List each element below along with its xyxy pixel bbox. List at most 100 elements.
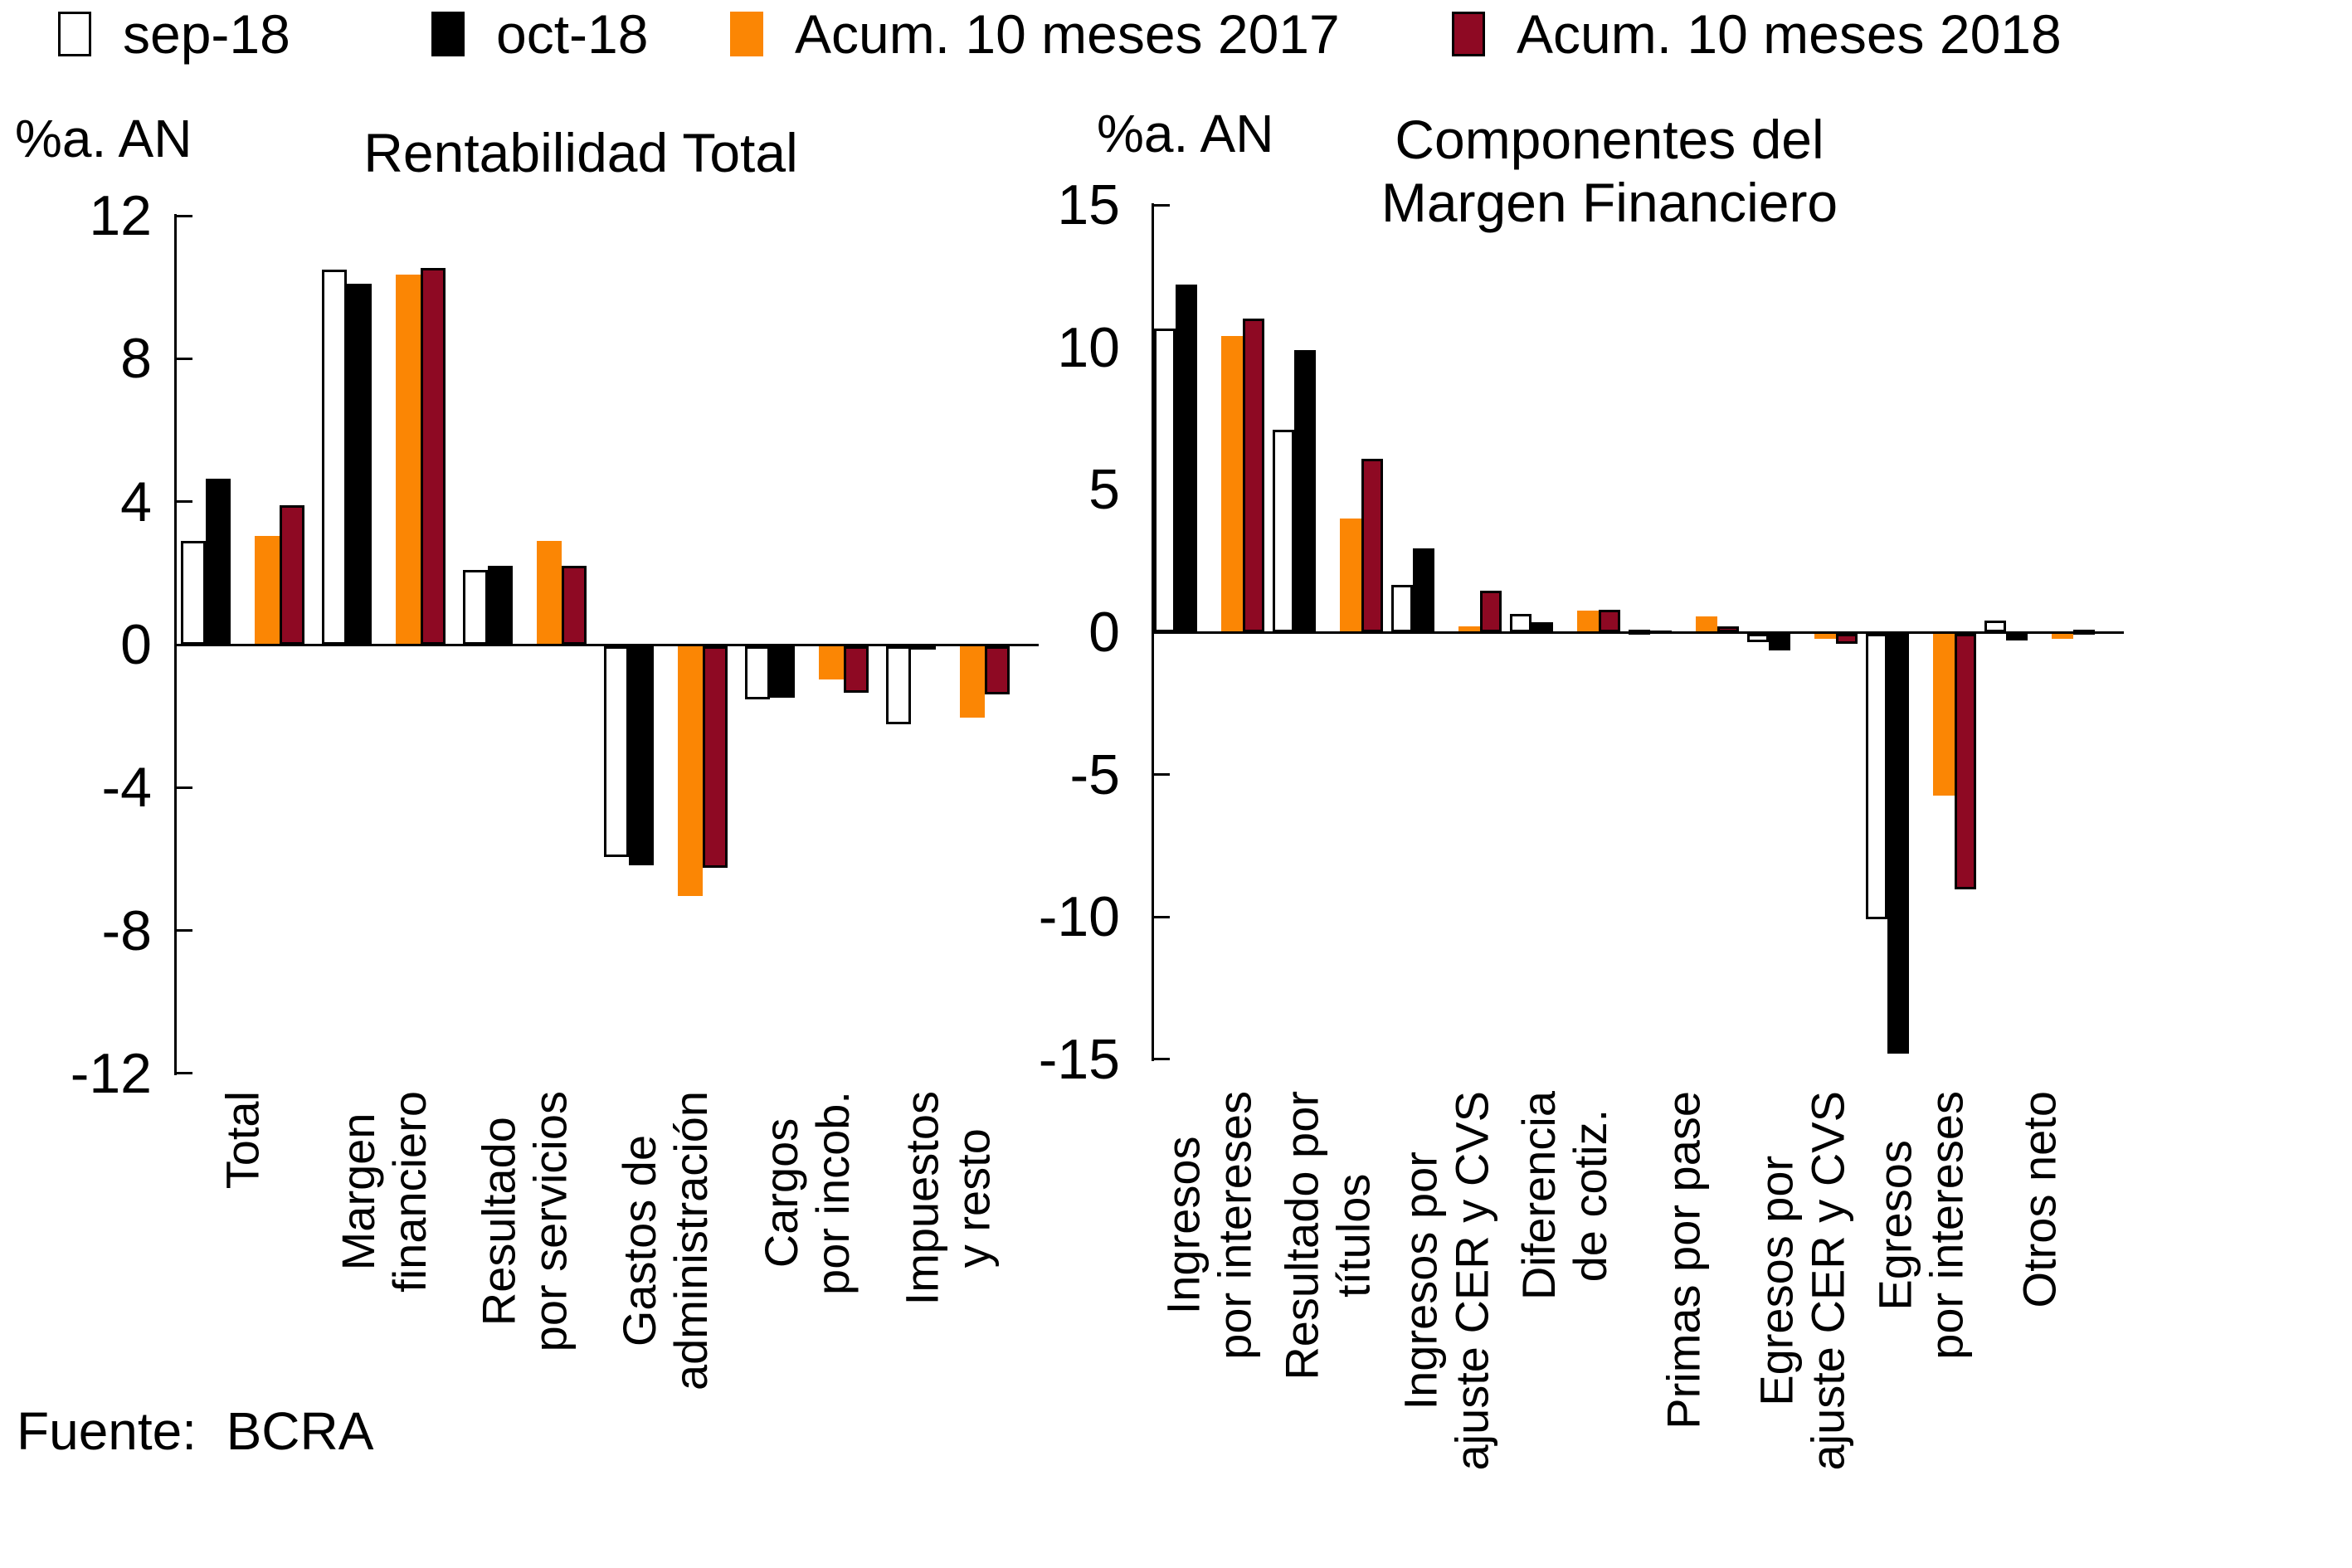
- y-tick: [174, 1072, 192, 1075]
- x-category-label-1: Ingresos por intereses: [1157, 1091, 1261, 1360]
- source-note: Fuente: BCRA: [17, 1401, 374, 1461]
- y-axis-unit-left: %a. AN: [15, 109, 192, 168]
- bar-s2-g6: [911, 645, 936, 650]
- bar-s4-g4: [1599, 609, 1620, 632]
- y-tick: [174, 500, 192, 504]
- bar-s2-g3: [488, 566, 513, 645]
- bar-s4-g3: [562, 566, 587, 645]
- legend-item-3: Acum. 10 meses 2017: [730, 3, 1340, 65]
- bar-s2-g2: [347, 283, 372, 645]
- bar-s3-g2: [396, 275, 421, 645]
- legend-swatch-3: [730, 12, 763, 56]
- bar-s1-g4: [1510, 613, 1531, 632]
- bar-s3-g3: [1458, 626, 1480, 632]
- y-tick-label: -12: [70, 1041, 152, 1105]
- bar-s1-g6: [1747, 633, 1769, 642]
- bar-s2-g8: [2006, 633, 2028, 641]
- bar-s2-g3: [1413, 548, 1434, 632]
- chart-title-right: Componentes del Margen Financiero: [1278, 108, 1941, 234]
- chart-title-right-line2: Margen Financiero: [1381, 172, 1838, 233]
- bar-s1-g5: [745, 645, 770, 700]
- y-tick: [1152, 915, 1170, 918]
- bar-s1-g2: [1273, 430, 1294, 632]
- bar-s1-g2: [322, 269, 347, 645]
- bar-s1-g1: [1154, 329, 1176, 632]
- bar-s1-g3: [1391, 585, 1413, 632]
- bar-s1-g6: [886, 645, 911, 725]
- y-tick-label: -10: [1038, 885, 1120, 949]
- legend-item-4: Acum. 10 meses 2018: [1452, 3, 2062, 65]
- y-tick-label: 12: [89, 184, 152, 248]
- bar-s4-g6: [1836, 633, 1858, 644]
- y-tick: [174, 786, 192, 789]
- chart-title-left: Rentabilidad Total: [363, 122, 798, 183]
- y-tick-label: 10: [1057, 315, 1120, 379]
- legend-label-3: Acum. 10 meses 2017: [795, 3, 1340, 65]
- legend-item-2: oct-18: [431, 3, 649, 65]
- bar-s3-g2: [1340, 518, 1361, 632]
- y-tick: [1152, 773, 1170, 777]
- bar-s3-g1: [1221, 336, 1243, 632]
- bar-s3-g3: [537, 541, 562, 645]
- bar-s4-g6: [985, 645, 1010, 694]
- x-category-label-2: Resultado por títulos: [1275, 1091, 1380, 1381]
- chart-title-right-line1: Componentes del: [1395, 109, 1824, 170]
- legend-label-1: sep-18: [123, 3, 290, 65]
- legend-item-1: sep-18: [58, 3, 290, 65]
- y-tick-label: -15: [1038, 1027, 1120, 1091]
- y-tick: [174, 357, 192, 360]
- y-tick: [1152, 203, 1170, 207]
- bar-s3-g4: [1577, 611, 1599, 632]
- y-tick-label: -8: [101, 898, 152, 962]
- bar-s1-g1: [181, 541, 206, 645]
- y-axis-unit-right: %a. AN: [1097, 104, 1274, 163]
- x-category-label-6: Egresos por ajuste CER y CVS: [1750, 1091, 1854, 1471]
- bar-s1-g7: [1866, 633, 1887, 920]
- bar-s3-g7: [1933, 633, 1955, 796]
- y-tick-label: 5: [1088, 458, 1120, 522]
- bar-s2-g4: [629, 645, 654, 866]
- bar-s2-g2: [1294, 350, 1316, 632]
- bar-s2-g1: [206, 478, 231, 645]
- y-tick-label: 15: [1057, 173, 1120, 237]
- bar-s3-g8: [2052, 633, 2073, 640]
- bar-s2-g7: [1887, 633, 1909, 1054]
- zero-line: [174, 643, 1039, 646]
- bar-s4-g1: [1243, 319, 1264, 632]
- bar-s3-g6: [1814, 633, 1836, 640]
- bar-s4-g4: [703, 645, 728, 868]
- y-tick-label: -5: [1069, 743, 1120, 806]
- bar-s3-g6: [960, 645, 985, 718]
- y-tick-label: 4: [120, 470, 152, 533]
- y-tick-label: 8: [120, 327, 152, 391]
- y-tick: [1152, 1058, 1170, 1061]
- x-category-label-7: Egresos por intereses: [1868, 1091, 1973, 1360]
- bar-s4-g7: [1955, 633, 1976, 890]
- bar-s2-g5: [770, 645, 795, 698]
- x-category-label-3: Ingresos por ajuste CER y CVS: [1394, 1091, 1498, 1471]
- bar-s4-g1: [280, 504, 304, 645]
- bar-s4-g3: [1480, 591, 1502, 632]
- legend-label-4: Acum. 10 meses 2018: [1517, 3, 2062, 65]
- legend-label-2: oct-18: [496, 3, 649, 65]
- x-category-label-8: Otros neto: [2013, 1091, 2066, 1308]
- y-tick-label: 0: [1088, 601, 1120, 664]
- bar-s3-g1: [255, 535, 280, 645]
- bar-s2-g6: [1769, 633, 1790, 651]
- bar-s3-g4: [678, 645, 703, 897]
- bar-s2-g1: [1176, 285, 1197, 632]
- bar-s2-g4: [1531, 621, 1553, 632]
- bar-s1-g3: [463, 569, 488, 645]
- zero-line: [1152, 631, 2124, 634]
- bar-s1-g4: [604, 645, 629, 857]
- y-tick-label: 0: [120, 613, 152, 676]
- y-tick: [174, 929, 192, 933]
- y-tick-label: -4: [101, 756, 152, 820]
- legend-swatch-4: [1452, 12, 1485, 56]
- x-category-label-5: Primas por pase: [1657, 1091, 1710, 1429]
- bar-s3-g5: [819, 645, 844, 680]
- bar-s4-g2: [421, 267, 446, 645]
